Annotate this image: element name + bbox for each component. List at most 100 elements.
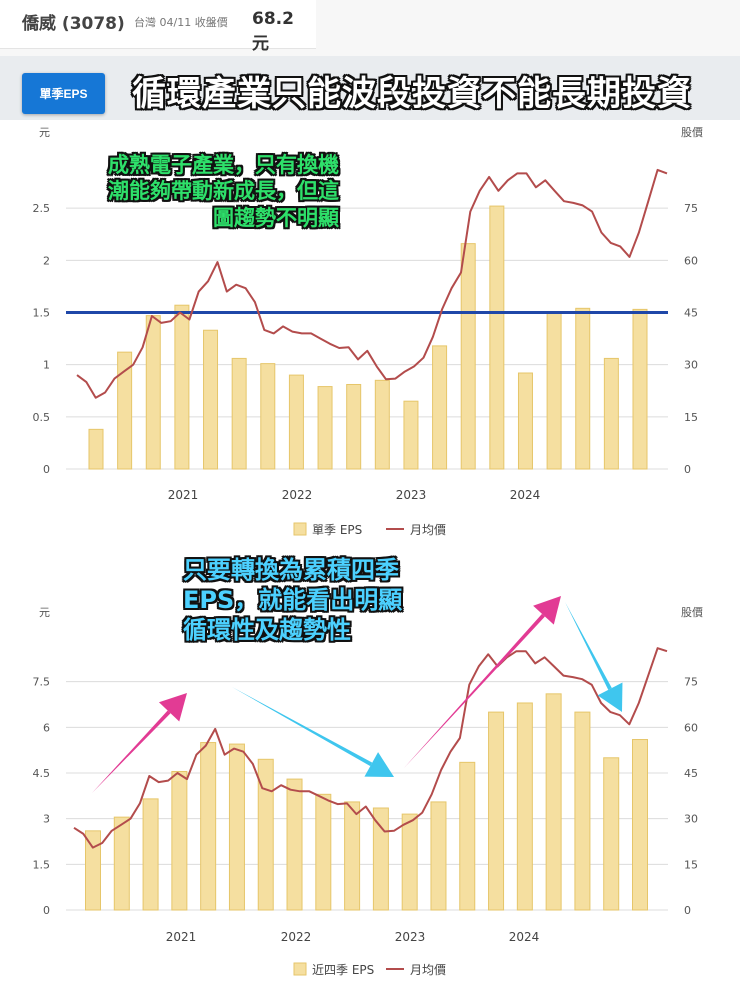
eps-bar (113, 816, 130, 911)
y-right-tick: 30 (684, 813, 698, 826)
annotation-top-line-3: 圖趨勢不明顯 (213, 205, 339, 230)
arrow-down-2 (565, 602, 623, 712)
x-tick-label: 2023 (396, 488, 427, 502)
tab-quarterly-eps[interactable]: 單季EPS (22, 73, 105, 114)
eps-bar (603, 757, 620, 911)
y-right-tick: 60 (684, 721, 698, 734)
eps-bar (517, 372, 533, 470)
x-tick-label: 2024 (510, 488, 541, 502)
arrow-down-1 (232, 687, 394, 777)
y-left-tick: 1.5 (33, 307, 51, 320)
eps-bar (603, 357, 619, 470)
x-tick-label: 2022 (281, 930, 312, 944)
tab-strip (0, 56, 740, 120)
price-line (76, 168, 668, 399)
eps-bar (85, 830, 101, 911)
eps-bar (374, 379, 390, 470)
x-tick-label: 2021 (168, 488, 199, 502)
y-right-tick: 45 (684, 307, 698, 320)
eps-bar (228, 743, 245, 911)
y-left-tick: 0 (43, 463, 50, 476)
x-tick-label: 2022 (282, 488, 313, 502)
eps-bar (203, 329, 219, 470)
price-line (73, 647, 668, 849)
y-right-tick: 75 (684, 676, 698, 689)
eps-bar (489, 205, 505, 470)
eps-bar (257, 758, 274, 911)
legend-bar-swatch (293, 962, 307, 976)
eps-bar (372, 807, 389, 911)
legend-bar-label: 單季 EPS (312, 523, 362, 537)
eps-bar (460, 243, 476, 470)
eps-bar (117, 351, 133, 470)
eps-bar (286, 778, 303, 911)
eps-bar (430, 801, 447, 911)
price-label: 台灣 04/11 收盤價 (134, 16, 228, 29)
x-tick-label: 2023 (395, 930, 426, 944)
arrow-up-2 (404, 596, 561, 768)
eps-bar (260, 363, 276, 470)
eps-bar (432, 345, 448, 470)
eps-bar (546, 312, 562, 470)
eps-bar (288, 374, 304, 470)
eps-bar (344, 801, 361, 911)
y-left-tick: 1.5 (33, 858, 51, 871)
y-left-unit: 元 (39, 126, 50, 139)
y-left-tick: 6 (43, 721, 50, 734)
eps-bar (632, 308, 648, 470)
x-tick-label: 2021 (166, 930, 197, 944)
y-right-unit: 股價 (681, 605, 703, 619)
chart-panel-quarterly: 0 0 0.5 15 1 30 1.5 45 2 60 2.5 75 元 股價 2021 2022 2023 20… (0, 120, 740, 560)
y-left-tick: 3 (43, 813, 50, 826)
annotation-bottom-line-3: 循環性及趨勢性 (183, 616, 351, 644)
y-left-tick: 2.5 (33, 202, 51, 215)
price-value: 68.2 元 (252, 9, 294, 54)
eps-bar (231, 357, 247, 470)
y-right-unit: 股價 (681, 125, 703, 139)
eps-bar (171, 770, 188, 911)
eps-bar (459, 761, 476, 911)
eps-bar (575, 307, 591, 470)
y-right-tick: 75 (684, 202, 698, 215)
annotation-top-line-2: 潮能夠帶動新成長，但這 (108, 179, 339, 204)
eps-bar (632, 739, 648, 911)
eps-bar (200, 742, 217, 911)
y-left-tick: 4.5 (33, 767, 51, 780)
eps-bar (403, 400, 419, 470)
eps-bar (488, 711, 505, 911)
legend-line-label: 月均價 (410, 963, 446, 977)
y-right-tick: 15 (684, 411, 698, 424)
eps-bar (545, 693, 562, 911)
legend-line-label: 月均價 (410, 523, 446, 537)
annotation-top-line-1: 成熟電子產業，只有換機 (108, 153, 339, 177)
eps-bar (88, 428, 104, 470)
annotation-bottom-line-1: 只要轉換為累積四季 (183, 556, 399, 584)
eps-bar (401, 813, 418, 911)
eps-bar (317, 386, 333, 470)
legend-bar-label: 近四季 EPS (312, 963, 374, 977)
chart-panel-trailing: 0 0 1.5 15 3 30 4.5 45 6 60 7.5 75 元 股價 2021 2022 2023 20… (0, 560, 740, 1006)
y-right-tick: 0 (684, 463, 691, 476)
y-left-tick: 0 (43, 904, 50, 917)
eps-bar (516, 702, 533, 911)
quarterly-eps-chart: 0 0 0.5 15 1 30 1.5 45 2 60 2.5 75 元 股價 2021 2022 2023 20… (33, 125, 704, 537)
legend-bar-swatch (293, 522, 307, 536)
y-left-unit: 元 (39, 606, 50, 619)
y-left-tick: 1 (43, 359, 50, 372)
y-left-tick: 2 (43, 254, 50, 267)
x-tick-label: 2024 (509, 930, 540, 944)
annotation-bottom-line-2: EPS，就能看出明顯 (183, 586, 403, 614)
stock-name: 僑威 (3078) (22, 14, 125, 34)
y-right-tick: 0 (684, 904, 691, 917)
eps-bar (174, 304, 190, 470)
y-right-tick: 30 (684, 359, 698, 372)
y-left-tick: 0.5 (33, 411, 51, 424)
headline-overlay: 循環產業只能波段投資不能長期投資 (132, 74, 692, 114)
eps-bar (145, 315, 161, 470)
eps-bar (142, 798, 159, 911)
annotation-top: 成熟電子產業，只有換機 潮能夠帶動新成長，但這 圖趨勢不明顯 (108, 152, 339, 231)
y-left-tick: 7.5 (33, 676, 51, 689)
y-right-tick: 45 (684, 767, 698, 780)
y-right-tick: 15 (684, 858, 698, 871)
stock-header: 僑威 (3078) 台灣 04/11 收盤價 68.2 元 (0, 0, 316, 54)
